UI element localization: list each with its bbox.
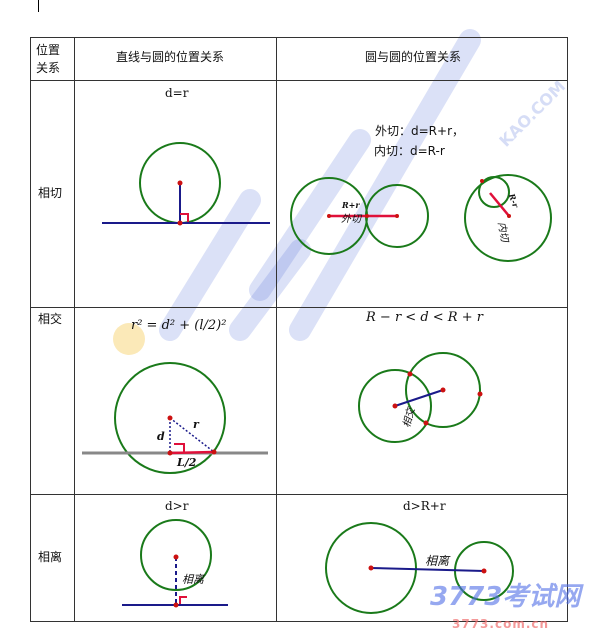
center-point (167, 415, 173, 421)
point (477, 391, 483, 397)
intersecting-circles-diagram (358, 352, 483, 443)
foot-point (173, 602, 179, 608)
intersection-point (407, 371, 413, 377)
table-border (30, 37, 568, 622)
watermark-stroke (159, 189, 261, 341)
right-angle-mark (174, 443, 185, 452)
center-segment (489, 192, 510, 217)
tangent-circles-diagram (290, 174, 552, 262)
center-segment (370, 567, 485, 572)
center-point (507, 214, 511, 218)
formula-external: 外切：d=R+r， (375, 124, 464, 138)
site-url: 3773.com.cn (452, 617, 550, 631)
center-point (440, 387, 446, 393)
center-point (481, 568, 487, 574)
tangent-line-diagram (102, 142, 270, 226)
watermark-stroke (289, 29, 481, 341)
text-cursor (38, 0, 39, 12)
secant-line-diagram (82, 362, 268, 474)
tangent-point (177, 220, 183, 226)
label-d: d (157, 430, 165, 443)
label-separate-circles: 相离 (425, 554, 450, 568)
circle (114, 362, 226, 474)
circle-small (478, 176, 510, 208)
watermark-dot (113, 323, 145, 355)
watermark-stroke (229, 239, 311, 341)
circle-a (358, 369, 432, 443)
formula-d-eq-r: d=r (165, 86, 189, 100)
center-point (392, 403, 398, 409)
label-r: r (193, 418, 199, 431)
tangent-point (480, 179, 484, 183)
center-segment (394, 389, 444, 407)
label-external: 外切 (341, 214, 361, 225)
header-circle-circle: 圆与圆的位置关系 (365, 50, 462, 64)
circle (140, 519, 212, 591)
label-separate-line: 相离 (182, 573, 204, 586)
circle-b (405, 352, 481, 428)
right-angle-mark (180, 213, 189, 222)
center-point (395, 214, 399, 218)
foot-point (167, 450, 173, 456)
half-chord (169, 450, 215, 455)
formula-internal: 内切：d=R-r (374, 144, 445, 158)
formula-d-gt-r: d>r (165, 499, 189, 513)
center-point (327, 214, 331, 218)
intersection-point (423, 420, 429, 426)
circle-big (325, 522, 417, 614)
center-point (177, 180, 183, 186)
label-L-half: L/2 (177, 456, 197, 469)
site-logo: 3773考试网 (430, 582, 581, 612)
center-point (368, 565, 374, 571)
formula-d-gt-R-plus-r: d>R+r (403, 499, 446, 513)
separate-line-diagram (122, 519, 228, 608)
right-angle-mark (179, 596, 187, 604)
circle-big (464, 174, 552, 262)
formula-pythagoras: r² = d² + (l/2)² (131, 318, 227, 333)
tangent-point (365, 214, 369, 218)
header-position-relation: 位置关系 (36, 43, 61, 75)
label-R-plus-r: R+r (342, 200, 360, 210)
row-label-intersect: 相交 (38, 312, 63, 326)
formula-intersect: R − r < d < R + r (366, 310, 483, 325)
row-label-separate: 相离 (38, 550, 63, 564)
center-point (173, 554, 179, 560)
intersection-point (211, 449, 217, 455)
radius-r (169, 417, 215, 453)
row-label-tangent: 相切 (38, 186, 63, 200)
separate-circles-diagram (325, 522, 514, 614)
table-grid (30, 37, 568, 622)
header-line-circle: 直线与圆的位置关系 (116, 50, 225, 64)
